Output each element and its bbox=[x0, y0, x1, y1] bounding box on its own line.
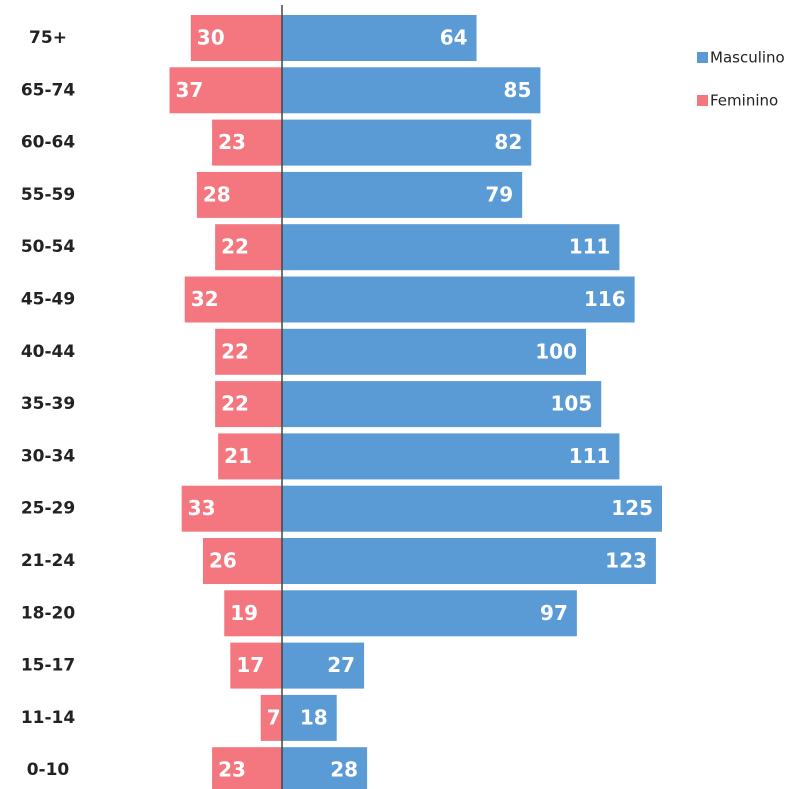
bar bbox=[202, 538, 282, 584]
bar bbox=[215, 224, 282, 271]
bar bbox=[212, 747, 282, 789]
value-label: 32 bbox=[191, 287, 219, 311]
value-label: 28 bbox=[203, 182, 231, 206]
value-label: 17 bbox=[236, 653, 264, 677]
bar bbox=[282, 171, 523, 218]
value-label: 100 bbox=[535, 339, 577, 363]
value-label: 30 bbox=[197, 26, 225, 50]
bar bbox=[282, 328, 586, 375]
category-label: 75+ bbox=[29, 28, 67, 48]
value-label: 111 bbox=[569, 444, 611, 468]
value-label: 19 bbox=[230, 601, 258, 625]
bar bbox=[169, 67, 282, 114]
category-label: 21-24 bbox=[21, 551, 76, 571]
bar bbox=[260, 694, 282, 741]
value-label: 7 bbox=[267, 705, 281, 729]
value-label: 22 bbox=[221, 392, 249, 416]
bar bbox=[282, 433, 620, 480]
category-label: 45-49 bbox=[21, 290, 75, 310]
bar bbox=[282, 381, 602, 428]
value-label: 79 bbox=[485, 182, 513, 206]
value-label: 111 bbox=[569, 235, 611, 259]
category-label: 40-44 bbox=[21, 342, 76, 362]
bar bbox=[282, 590, 577, 637]
value-label: 97 bbox=[540, 601, 568, 625]
value-label: 33 bbox=[188, 496, 216, 520]
value-label: 64 bbox=[440, 26, 468, 50]
bar bbox=[282, 694, 337, 741]
bar bbox=[282, 747, 368, 789]
value-label: 21 bbox=[224, 444, 252, 468]
category-label: 30-34 bbox=[21, 446, 76, 466]
category-label: 0-10 bbox=[27, 760, 70, 780]
legend-label: Feminino bbox=[710, 92, 778, 110]
bar bbox=[190, 15, 282, 61]
value-label: 105 bbox=[550, 392, 592, 416]
category-label: 11-14 bbox=[21, 708, 76, 728]
bar bbox=[224, 590, 282, 637]
bar bbox=[215, 328, 282, 375]
value-label: 27 bbox=[327, 653, 355, 677]
bar bbox=[184, 276, 282, 323]
category-label: 55-59 bbox=[21, 185, 75, 205]
value-label: 23 bbox=[218, 758, 246, 782]
legend-swatch bbox=[697, 52, 708, 63]
value-label: 85 bbox=[504, 78, 532, 102]
value-label: 123 bbox=[605, 549, 647, 573]
bar bbox=[282, 119, 532, 166]
bar bbox=[196, 171, 282, 218]
value-label: 26 bbox=[209, 549, 237, 573]
value-label: 28 bbox=[330, 758, 358, 782]
value-label: 82 bbox=[494, 130, 522, 154]
bar bbox=[282, 538, 656, 584]
category-label: 60-64 bbox=[21, 133, 76, 153]
bar bbox=[282, 15, 477, 61]
legend-swatch bbox=[697, 95, 708, 106]
value-label: 37 bbox=[176, 78, 204, 102]
bar bbox=[282, 67, 541, 114]
category-label: 15-17 bbox=[21, 656, 75, 676]
legend-label: Masculino bbox=[710, 49, 785, 67]
bar bbox=[212, 119, 282, 166]
category-label: 18-20 bbox=[21, 603, 76, 623]
bar bbox=[181, 485, 282, 532]
value-label: 22 bbox=[221, 339, 249, 363]
category-label: 65-74 bbox=[21, 80, 76, 100]
bar bbox=[282, 276, 635, 323]
bar bbox=[282, 642, 365, 689]
bar bbox=[218, 433, 282, 480]
value-label: 125 bbox=[611, 496, 653, 520]
value-label: 22 bbox=[221, 235, 249, 259]
value-label: 23 bbox=[218, 130, 246, 154]
bar bbox=[282, 485, 662, 532]
bar bbox=[282, 224, 620, 271]
bar bbox=[230, 642, 282, 689]
bar bbox=[215, 381, 282, 428]
value-label: 18 bbox=[300, 705, 328, 729]
category-label: 25-29 bbox=[21, 499, 75, 519]
category-label: 50-54 bbox=[21, 237, 76, 257]
value-label: 116 bbox=[584, 287, 626, 311]
category-label: 35-39 bbox=[21, 394, 75, 414]
